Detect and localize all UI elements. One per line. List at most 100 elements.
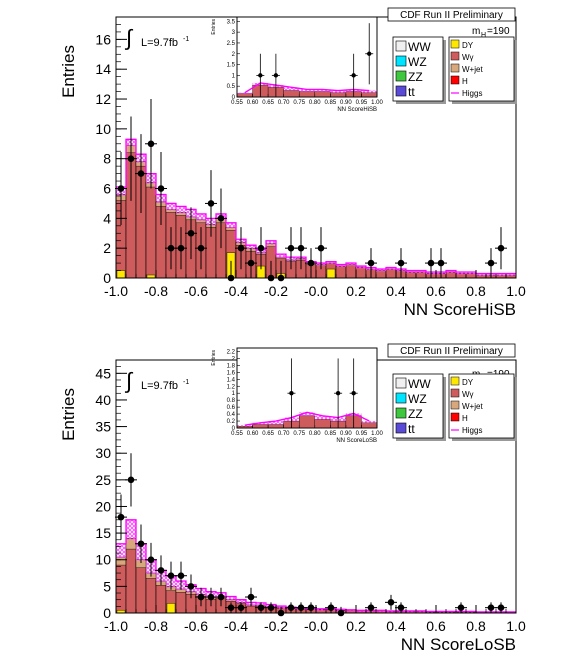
x-tick-label-9: 0.8 xyxy=(466,283,486,299)
bin-uncert-35 xyxy=(466,611,476,613)
inset-x-tick-label-4: 0.75 xyxy=(293,431,305,437)
legend-swatch-wz xyxy=(395,392,407,404)
x-tick-label-2: -0.6 xyxy=(184,283,208,299)
inset-uncert-8 xyxy=(361,421,377,423)
x-tick-label-10: 1.0 xyxy=(506,283,526,299)
bin-uncert-11 xyxy=(226,222,236,229)
data-point-20 xyxy=(317,244,325,252)
bin-dy-0 xyxy=(116,270,126,279)
inset-y-tick-label-1: 0.2 xyxy=(227,419,236,425)
y-tick-label-6: 12 xyxy=(95,91,111,107)
x-axis-label: NN ScoreLoSB xyxy=(401,635,516,654)
data-point-17 xyxy=(287,604,295,611)
data-point-4 xyxy=(157,185,165,192)
inset-chart: 0.55 0.60 0.65 0.70 0.75 0.80 0.85 0.90 0.95 1.00… xyxy=(211,347,383,444)
legend-label-zz: ZZ xyxy=(408,407,423,421)
x-tick-label-1: -0.8 xyxy=(144,618,168,634)
inset-x-tick-label-4: 0.75 xyxy=(293,100,305,106)
inset-x-tick-label-3: 0.70 xyxy=(278,100,290,106)
y-tick-label-8: 16 xyxy=(95,31,111,47)
legend-swatch-0 xyxy=(450,376,460,386)
lumi-label: ∫ L=9.7fb -1 xyxy=(124,368,189,393)
data-point-10 xyxy=(217,593,225,601)
bin-uncert-6 xyxy=(176,206,186,214)
data-point-23 xyxy=(427,259,435,267)
inset-frame xyxy=(236,347,378,429)
mass-m: m xyxy=(472,26,480,37)
data-point-13 xyxy=(247,593,255,601)
inset-x-tick-label-9: 1.00 xyxy=(371,100,383,106)
x-tick-label-3: -0.4 xyxy=(224,283,248,299)
y-axis-label: Entries xyxy=(59,388,78,441)
stack-histogram xyxy=(115,139,517,279)
data-point-2 xyxy=(137,540,145,548)
inset-y-tick-label-0: 0 xyxy=(232,95,236,101)
legend-swatch-2 xyxy=(450,400,460,410)
bin-wgamma-27 xyxy=(385,268,397,279)
legend-right-box xyxy=(448,36,515,102)
x-tick-label-0: -1.0 xyxy=(104,283,128,299)
bin-uncert-20 xyxy=(316,608,326,611)
y-tick-label-0: 0 xyxy=(103,270,111,286)
inset-bin-4 xyxy=(299,91,315,98)
bin-uncert-24 xyxy=(356,266,366,269)
y-tick-label-6: 30 xyxy=(95,445,111,461)
inset-bin-0 xyxy=(236,93,253,98)
bin-uncert-27 xyxy=(386,267,396,271)
legend-swatch-ww xyxy=(395,377,407,389)
bin-uncert-21 xyxy=(326,261,336,265)
inset-y-tick-label-6: 3 xyxy=(232,30,236,36)
data-point-27 xyxy=(497,604,505,611)
legend-right: DY Wγ W+jet H Higgs xyxy=(448,36,517,104)
inset-x-tick-label-7: 0.90 xyxy=(340,431,352,437)
inset-y-tick-label-4: 0.8 xyxy=(227,398,236,404)
bin-uncert-22 xyxy=(336,264,346,268)
y-tick-label-3: 6 xyxy=(103,181,111,197)
data-point-0 xyxy=(117,513,125,521)
bin-wgamma-0 xyxy=(115,556,127,614)
data-point-1 xyxy=(127,155,135,162)
inset-x-tick-label-8: 0.95 xyxy=(356,100,368,106)
data-point-25 xyxy=(487,259,495,267)
header-box xyxy=(387,343,516,358)
y-tick-label-5: 25 xyxy=(95,472,111,488)
data-point-13 xyxy=(247,259,255,267)
bin-uncert-23 xyxy=(346,609,356,612)
inset-bin-5 xyxy=(314,419,331,429)
data-point-22 xyxy=(397,259,405,267)
y-axis-label: Entries xyxy=(59,45,78,98)
bin-uncert-26 xyxy=(376,269,386,272)
legend-label-3: H xyxy=(462,77,468,86)
chart-panel-2: -1.0 -0.8 -0.6 -0.4 -0.2 -0.0 0.2 0.4 0.6 0.8 1.0N… xyxy=(59,343,526,654)
inset-y-tick-label-6: 1.2 xyxy=(227,384,236,390)
bin-uncert-16 xyxy=(276,254,286,259)
bin-uncert-35 xyxy=(466,272,476,275)
bin-uncert-29 xyxy=(406,270,416,274)
higgs-line xyxy=(116,138,516,275)
bin-uncert-27 xyxy=(386,610,396,613)
inset-y-tick-label-11: 2.2 xyxy=(227,349,236,355)
data-point-14 xyxy=(257,244,265,252)
stack-histogram xyxy=(115,519,517,614)
y-tick-label-9: 45 xyxy=(95,365,111,381)
bin-uncert-34 xyxy=(456,272,466,275)
legend-swatch-wz xyxy=(395,55,407,67)
legend-swatch-1 xyxy=(450,388,460,398)
header-box xyxy=(387,7,516,22)
data-point-24 xyxy=(437,259,445,267)
data-point-1 xyxy=(127,476,135,484)
legend-swatch-0 xyxy=(450,39,460,49)
bin-uncert-1 xyxy=(126,519,136,540)
inset-bin-1 xyxy=(252,424,269,429)
inset-uncert-5 xyxy=(314,415,331,420)
inset-higgs-line xyxy=(244,82,370,94)
integral-sign: ∫ xyxy=(124,368,134,393)
bin-wgamma-3 xyxy=(145,572,157,614)
bin-uncert-38 xyxy=(496,273,506,277)
data-point-2 xyxy=(137,170,145,177)
inset-data-point-2 xyxy=(351,73,356,78)
data-point-3 xyxy=(147,556,155,564)
x-tick-label-4: -0.2 xyxy=(264,283,288,299)
